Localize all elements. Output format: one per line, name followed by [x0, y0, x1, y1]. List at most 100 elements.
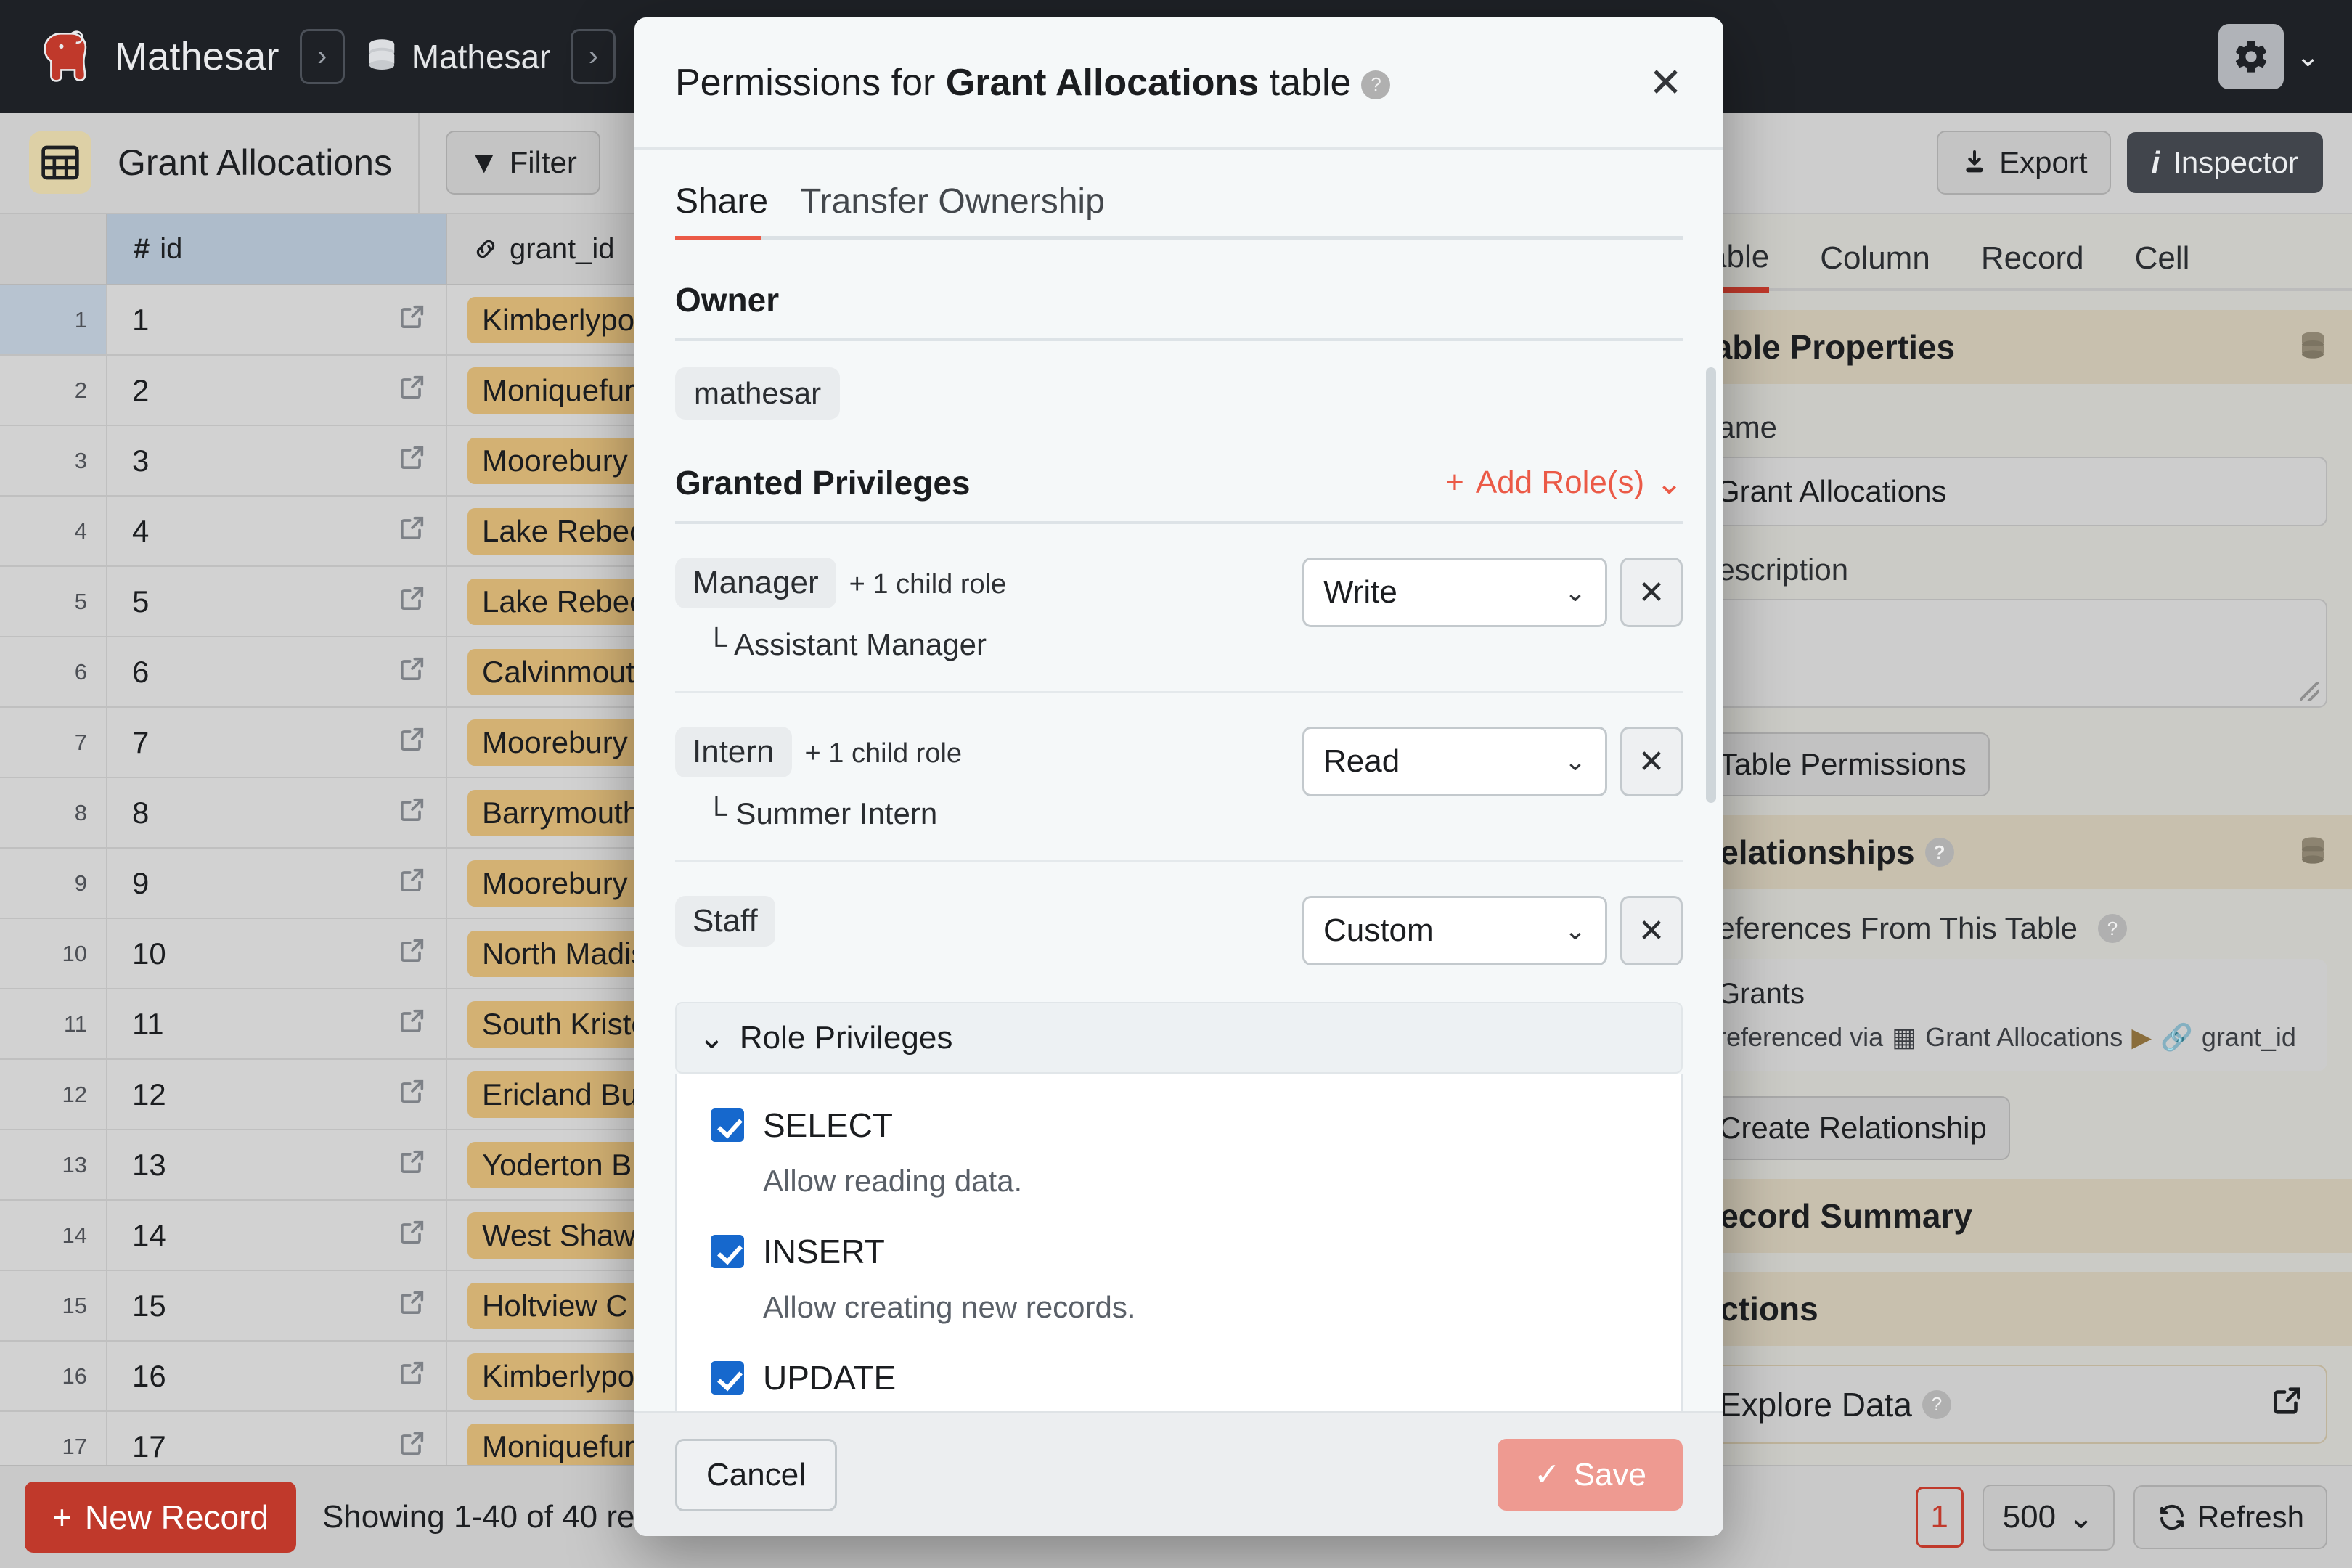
table-name-input[interactable]: Grant Allocations [1696, 457, 2327, 526]
cell-grant-id[interactable]: Ericland Bu [447, 1060, 1670, 1129]
cell-id[interactable]: 10 [107, 919, 447, 988]
privilege-checkbox[interactable] [711, 1361, 744, 1395]
open-external-icon[interactable] [398, 584, 427, 620]
tab-transfer-ownership[interactable]: Transfer Ownership [800, 182, 1105, 221]
table-row[interactable]: 14 14 West Shawn [0, 1201, 1670, 1271]
open-external-icon[interactable] [398, 1358, 427, 1395]
cell-id[interactable]: 12 [107, 1060, 447, 1129]
cell-grant-id[interactable]: Moniquefurt [447, 1412, 1670, 1465]
breadcrumb-database[interactable]: Mathesar [365, 37, 550, 76]
modal-scrollbar[interactable] [1706, 367, 1716, 803]
open-external-icon[interactable] [398, 936, 427, 972]
privilege-checkbox[interactable] [711, 1108, 744, 1142]
grid-header-grant-id[interactable]: grant_id [447, 214, 1670, 284]
cell-id[interactable]: 1 [107, 285, 447, 354]
settings-caret-icon[interactable]: ⌄ [2295, 40, 2320, 73]
help-icon[interactable]: ? [1922, 1389, 1951, 1419]
create-relationship-button[interactable]: Create Relationship [1696, 1096, 2010, 1160]
tab-share[interactable]: Share [675, 182, 769, 221]
inspector-button[interactable]: i Inspector [2126, 132, 2323, 193]
cell-id[interactable]: 8 [107, 778, 447, 847]
open-external-icon[interactable] [398, 1217, 427, 1254]
cell-id[interactable]: 3 [107, 426, 447, 495]
cell-grant-id[interactable]: West Shawn [447, 1201, 1670, 1270]
breadcrumb-chevron-2[interactable]: › [571, 28, 616, 84]
cell-id[interactable]: 7 [107, 708, 447, 777]
section-table-properties[interactable]: Table Properties [1671, 310, 2352, 384]
settings-button[interactable] [2218, 23, 2284, 89]
table-permissions-button[interactable]: Table Permissions [1696, 732, 1990, 796]
cell-id[interactable]: 6 [107, 637, 447, 706]
cell-grant-id[interactable]: Moorebury [447, 426, 1670, 495]
privilege-row[interactable]: UPDATE [711, 1358, 1647, 1397]
relationship-card[interactable]: Grants referenced via ▦ Grant Allocation… [1696, 959, 2327, 1071]
role-access-select[interactable]: Custom ⌄ [1302, 896, 1607, 965]
cell-id[interactable]: 13 [107, 1130, 447, 1199]
export-button[interactable]: Export [1937, 131, 2111, 195]
add-roles-button[interactable]: + Add Role(s) ⌄ [1445, 465, 1683, 502]
close-icon[interactable]: ✕ [1649, 59, 1683, 105]
cell-grant-id[interactable]: Moniquefurt [447, 356, 1670, 425]
cell-id[interactable]: 15 [107, 1271, 447, 1340]
open-external-icon[interactable] [398, 1077, 427, 1113]
table-row[interactable]: 1 1 Kimberlyport [0, 285, 1670, 356]
section-relationships[interactable]: Relationships ? [1671, 815, 2352, 889]
cell-grant-id[interactable]: Holtview C [447, 1271, 1670, 1340]
cancel-button[interactable]: Cancel [675, 1438, 837, 1511]
privilege-row[interactable]: INSERT [711, 1232, 1647, 1271]
cell-id[interactable]: 17 [107, 1412, 447, 1465]
grid-header-id[interactable]: # id [107, 214, 447, 284]
help-icon[interactable]: ? [1361, 70, 1391, 99]
refresh-button[interactable]: Refresh [2133, 1485, 2327, 1549]
help-icon[interactable]: ? [1924, 838, 1954, 867]
breadcrumb-chevron-1[interactable]: › [299, 28, 345, 84]
open-external-icon[interactable] [398, 513, 427, 550]
privilege-checkbox[interactable] [711, 1235, 744, 1268]
open-external-icon[interactable] [398, 724, 427, 761]
explore-data-button[interactable]: Explore Data ? [1696, 1365, 2327, 1444]
cell-grant-id[interactable]: Moorebury [447, 849, 1670, 918]
open-external-icon[interactable] [398, 795, 427, 831]
brand[interactable]: Mathesar [32, 25, 279, 89]
remove-role-button[interactable]: ✕ [1620, 558, 1683, 627]
open-external-icon[interactable] [398, 865, 427, 902]
open-external-icon[interactable] [398, 443, 427, 479]
save-button[interactable]: ✓ Save [1497, 1439, 1683, 1511]
open-external-icon[interactable] [398, 1006, 427, 1042]
open-external-icon[interactable] [398, 1147, 427, 1183]
filter-button[interactable]: ▼ Filter [445, 131, 600, 195]
open-external-icon[interactable] [398, 372, 427, 409]
open-external-icon[interactable] [398, 302, 427, 338]
remove-role-button[interactable]: ✕ [1620, 727, 1683, 796]
table-description-textarea[interactable] [1696, 599, 2327, 708]
cell-grant-id[interactable]: Kimberlyport [447, 285, 1670, 354]
section-record-summary[interactable]: Record Summary [1671, 1179, 2352, 1253]
open-external-icon[interactable] [398, 1429, 427, 1465]
role-privileges-toggle[interactable]: ⌄ Role Privileges [675, 1002, 1683, 1074]
role-access-select[interactable]: Read ⌄ [1302, 727, 1607, 796]
privilege-row[interactable]: SELECT [711, 1106, 1647, 1145]
cell-id[interactable]: 2 [107, 356, 447, 425]
open-external-icon[interactable] [398, 654, 427, 690]
section-actions[interactable]: Actions [1671, 1272, 2352, 1346]
page-size-select[interactable]: 500 ⌄ [1982, 1484, 2115, 1551]
cell-grant-id[interactable]: Barrymouth [447, 778, 1670, 847]
cell-id[interactable]: 9 [107, 849, 447, 918]
new-record-button[interactable]: + New Record [25, 1482, 296, 1553]
tab-record[interactable]: Record [1980, 240, 2084, 276]
page-number-button[interactable]: 1 [1915, 1487, 1964, 1548]
cell-id[interactable]: 14 [107, 1201, 447, 1270]
tab-column[interactable]: Column [1820, 240, 1930, 276]
table-row[interactable]: 17 17 Moniquefurt [0, 1412, 1670, 1465]
cell-id[interactable]: 5 [107, 567, 447, 636]
cell-id[interactable]: 16 [107, 1342, 447, 1410]
help-icon[interactable]: ? [2098, 914, 2128, 943]
cell-id[interactable]: 4 [107, 497, 447, 565]
cell-grant-id[interactable]: Yoderton B [447, 1130, 1670, 1199]
remove-role-button[interactable]: ✕ [1620, 896, 1683, 965]
cell-grant-id[interactable]: Kimberlyport [447, 1342, 1670, 1410]
open-external-icon[interactable] [398, 1288, 427, 1324]
cell-id[interactable]: 11 [107, 989, 447, 1058]
cell-grant-id[interactable]: Moorebury [447, 708, 1670, 777]
cell-grant-id[interactable]: Calvinmouth [447, 637, 1670, 706]
